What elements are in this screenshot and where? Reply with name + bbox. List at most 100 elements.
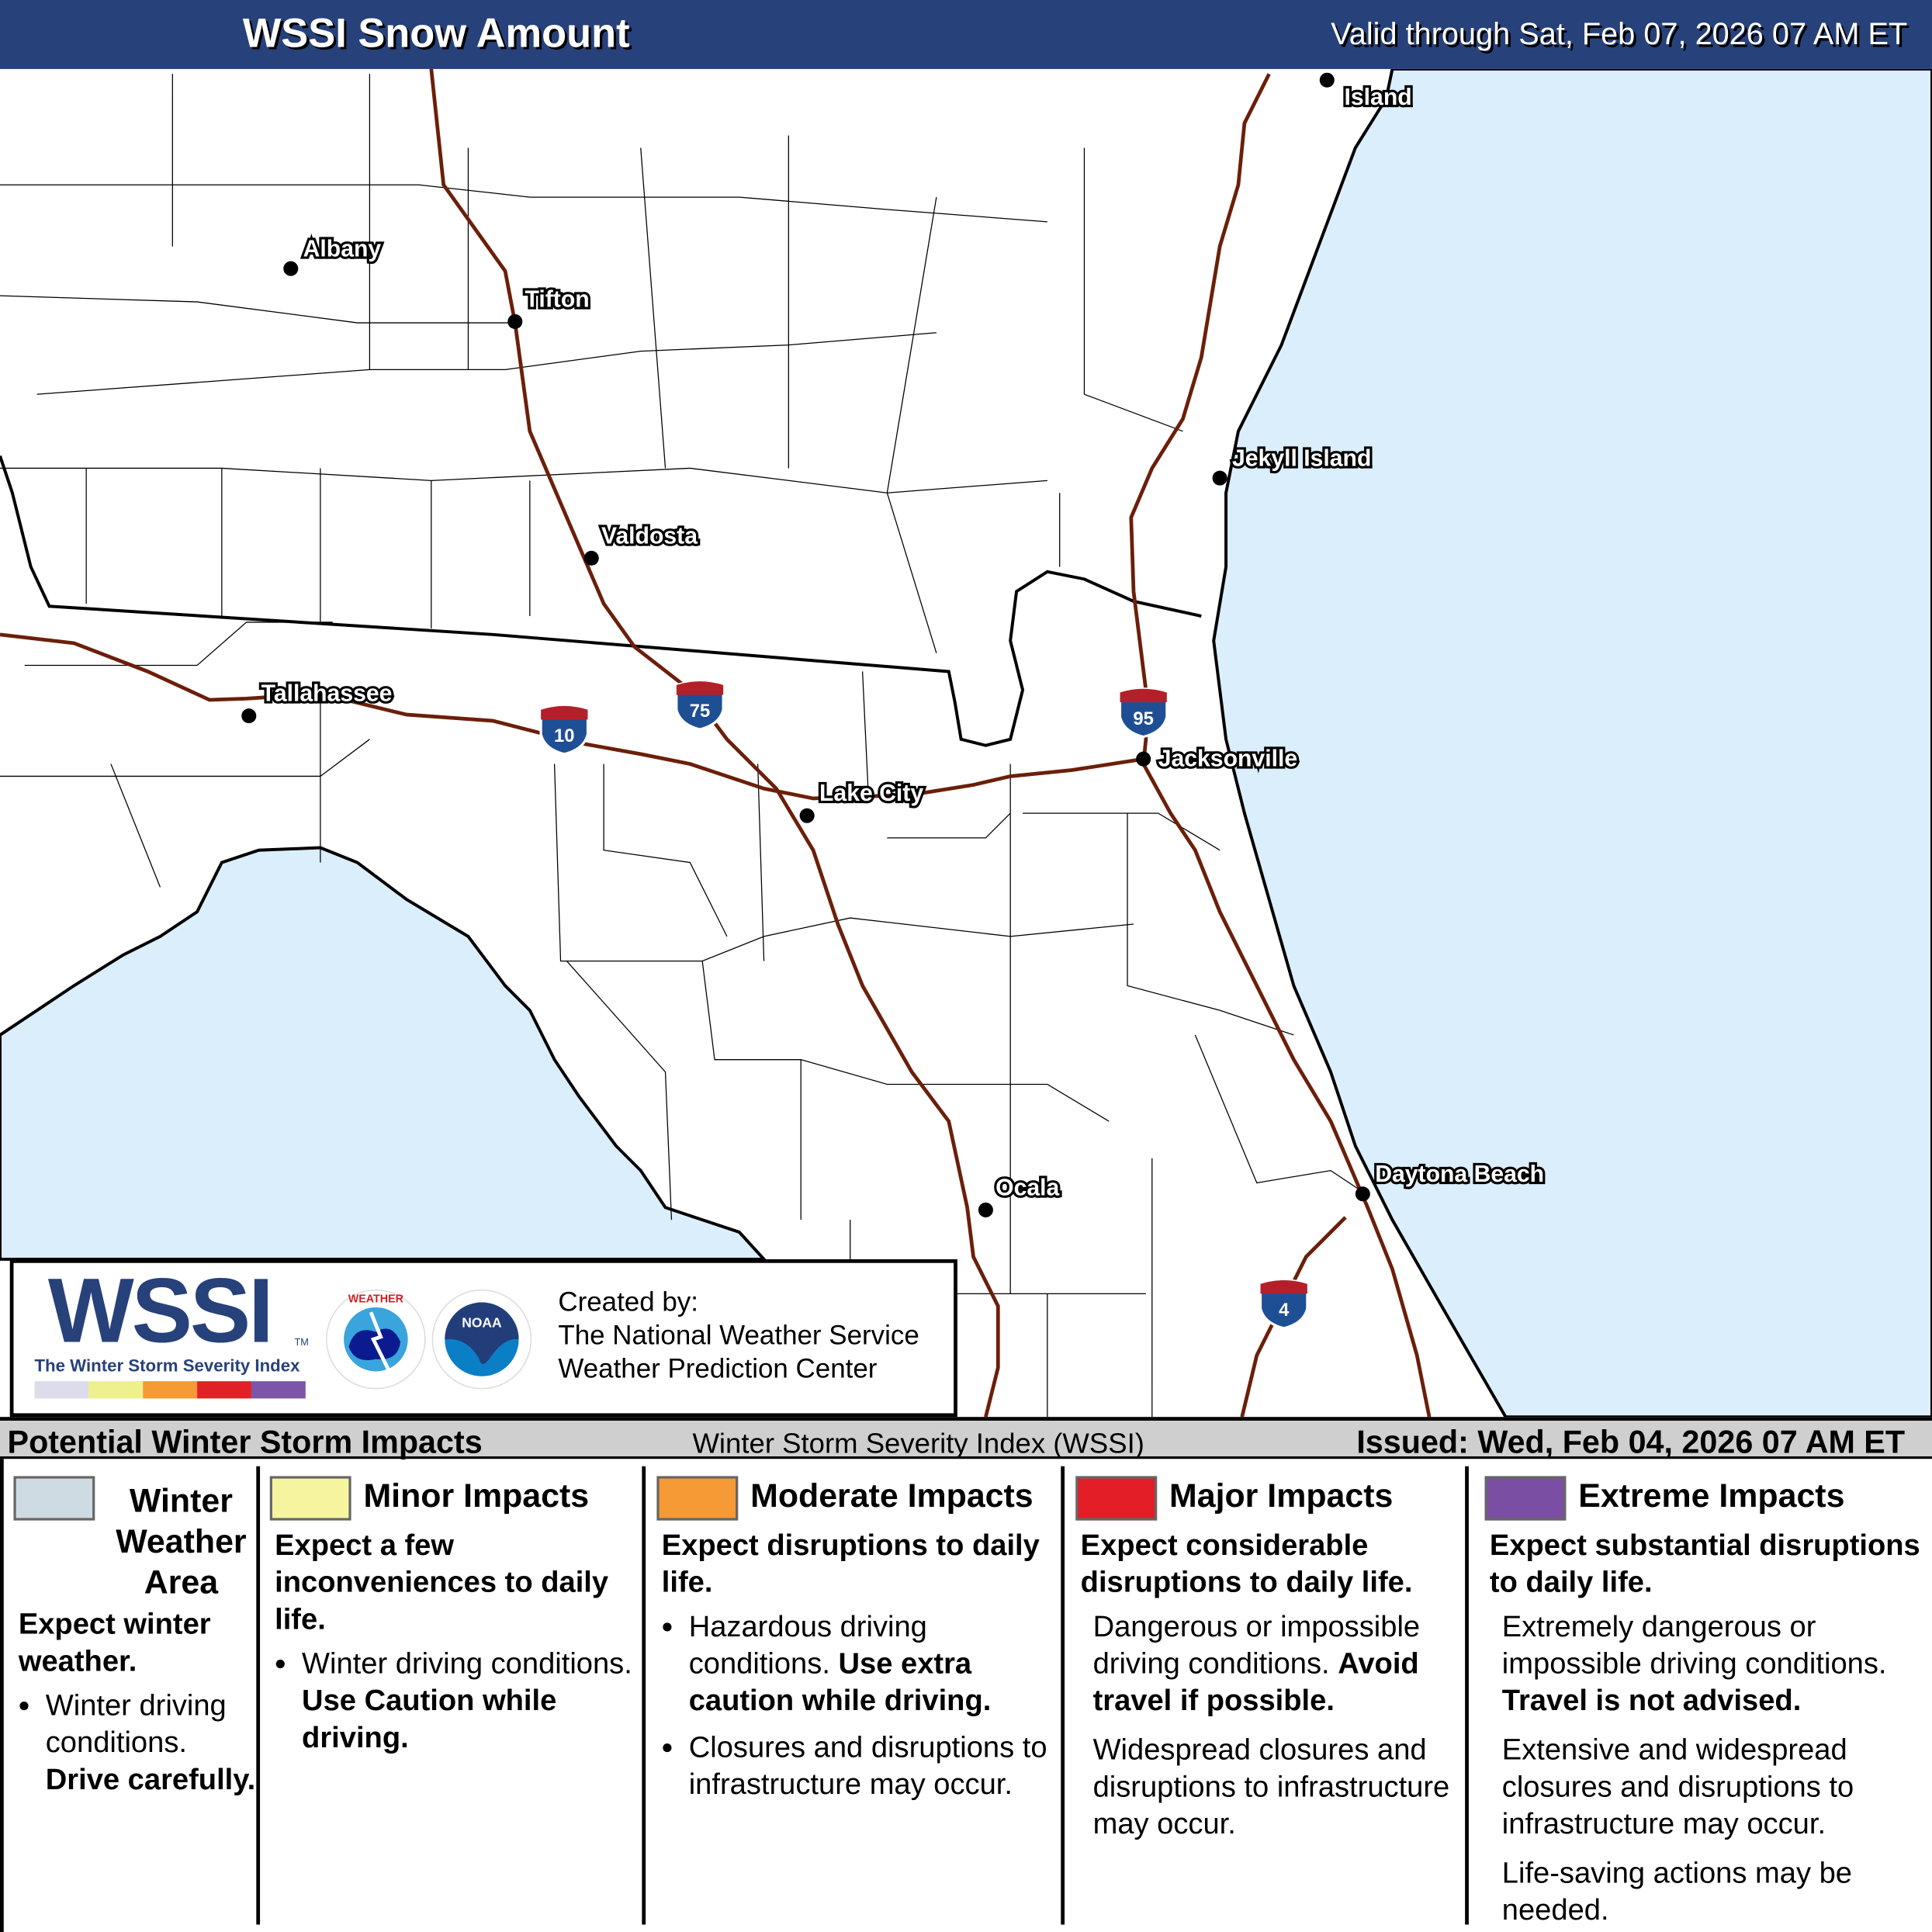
nws-logo: WEATHER bbox=[326, 1289, 426, 1390]
city-label: Tifton bbox=[525, 286, 589, 312]
city-marker: Lake City bbox=[799, 778, 926, 823]
interstate-shield-75: 75 bbox=[675, 680, 725, 731]
impact-legend: Winter Weather Area Expect winter weather… bbox=[0, 1459, 1932, 1932]
georgia-florida-state-line bbox=[0, 455, 1202, 747]
impact-bullet: Closures and disruptions to infrastructu… bbox=[689, 1730, 1062, 1804]
legend-winter-weather-area: Winter Weather Area Expect winter weather… bbox=[13, 1466, 260, 1925]
impact-title: Moderate Impacts bbox=[750, 1477, 1034, 1515]
city-label: Valdosta bbox=[601, 523, 698, 549]
svg-text:WEATHER: WEATHER bbox=[348, 1293, 404, 1306]
shield-number: 10 bbox=[554, 725, 575, 746]
column-divider bbox=[256, 1466, 261, 1925]
impact-detail: Dangerous or impossible driving conditio… bbox=[1092, 1610, 1421, 1718]
shield-number: 75 bbox=[690, 701, 710, 722]
city-label: Daytona Beach bbox=[1375, 1162, 1544, 1187]
city-dot bbox=[1319, 72, 1335, 88]
city-marker: Island bbox=[1319, 72, 1414, 113]
creator-nws: The National Weather Service bbox=[558, 1319, 919, 1351]
city-dot bbox=[1212, 470, 1227, 486]
svg-text:NOAA: NOAA bbox=[462, 1314, 502, 1330]
wssi-subtitle: The Winter Storm Severity Index bbox=[34, 1355, 300, 1376]
shield-number: 95 bbox=[1133, 708, 1154, 729]
interstate-75 bbox=[429, 68, 1000, 1418]
county-lines bbox=[0, 74, 1369, 1418]
legend-major-impacts: Major Impacts Expect considerable disrupt… bbox=[1075, 1466, 1463, 1925]
interstate-shield-95: 95 bbox=[1118, 687, 1169, 739]
issued-time: Issued: Wed, Feb 04, 2026 07 AM ET bbox=[1356, 1423, 1906, 1460]
severity-swatch bbox=[34, 1381, 89, 1399]
color-swatch bbox=[1484, 1476, 1567, 1521]
city-label: Jacksonville bbox=[1158, 746, 1297, 772]
city-label: Ocala bbox=[995, 1175, 1059, 1200]
city-marker: Ocala bbox=[978, 1172, 1062, 1217]
severity-swatch bbox=[88, 1381, 144, 1399]
city-dot bbox=[583, 550, 599, 566]
impact-detail: Widespread closures and disruptions to i… bbox=[1092, 1733, 1450, 1841]
city-dot bbox=[978, 1202, 993, 1217]
impact-bullet: Winter driving conditions. Drive careful… bbox=[46, 1688, 265, 1799]
city-marker: Jekyll Island bbox=[1212, 443, 1374, 486]
impact-title: Minor Impacts bbox=[363, 1477, 590, 1515]
color-swatch bbox=[656, 1476, 739, 1521]
severity-swatch bbox=[197, 1381, 251, 1399]
creator-wpc: Weather Prediction Center bbox=[558, 1352, 878, 1384]
impact-expectation: Expect considerable disruptions to daily… bbox=[1080, 1529, 1413, 1600]
wssi-logo: WSSI bbox=[47, 1259, 274, 1362]
trademark: TM bbox=[294, 1336, 309, 1349]
impact-detail: Life-saving actions may be needed. bbox=[1501, 1857, 1853, 1927]
impact-bullet: Winter driving conditions. Use Caution w… bbox=[302, 1646, 644, 1757]
city-marker: Tallahassee bbox=[241, 678, 395, 724]
city-dot bbox=[507, 313, 523, 329]
city-marker: Valdosta bbox=[583, 521, 700, 566]
city-marker: Daytona Beach bbox=[1355, 1159, 1546, 1202]
color-swatch bbox=[1075, 1476, 1158, 1521]
city-label: Island bbox=[1345, 85, 1412, 110]
city-dot bbox=[1355, 1186, 1370, 1202]
map-title: WSSI Snow Amount bbox=[242, 9, 630, 56]
city-dot bbox=[799, 808, 815, 823]
legend-extreme-impacts: Extreme Impacts Expect substantial disrup… bbox=[1484, 1466, 1929, 1927]
legend-moderate-impacts: Moderate Impacts Expect disruptions to da… bbox=[656, 1466, 1057, 1925]
impact-detail: Extremely dangerous or impossible drivin… bbox=[1501, 1610, 1887, 1718]
impact-expectation: Expect disruptions to daily life. bbox=[661, 1529, 1040, 1600]
city-marker: Jacksonville bbox=[1136, 744, 1300, 774]
info-bar: Potential Winter Storm Impacts Winter St… bbox=[0, 1417, 1932, 1460]
impact-expectation: Expect winter weather. bbox=[18, 1608, 211, 1678]
impact-title: Extreme Impacts bbox=[1578, 1477, 1845, 1515]
header: WSSI Snow Amount Valid through Sat, Feb … bbox=[0, 0, 1932, 69]
city-label: Jekyll Island bbox=[1232, 445, 1371, 471]
map: 10 75 95 4 Albany Tifton Valdosta Tallahassee L… bbox=[0, 68, 1932, 1418]
valid-time: Valid through Sat, Feb 07, 2026 07 AM ET bbox=[1331, 17, 1908, 52]
city-dot bbox=[283, 261, 299, 276]
interstate-10 bbox=[0, 632, 1144, 801]
interstate-shield-4: 4 bbox=[1259, 1279, 1309, 1330]
created-by-label: Created by: bbox=[558, 1286, 698, 1317]
city-marker: Albany bbox=[283, 234, 384, 276]
interstate-shield-10: 10 bbox=[539, 705, 590, 756]
city-dot bbox=[1136, 751, 1151, 767]
impact-title: Major Impacts bbox=[1169, 1477, 1394, 1515]
severity-color-bar bbox=[34, 1381, 306, 1399]
impact-detail: Extensive and widespread closures and di… bbox=[1501, 1733, 1854, 1841]
impact-title: Winter Weather Area bbox=[116, 1482, 247, 1601]
severity-swatch bbox=[251, 1381, 306, 1399]
noaa-logo: NOAA bbox=[431, 1289, 532, 1390]
legend-minor-impacts: Minor Impacts Expect a few inconveniences… bbox=[269, 1466, 639, 1925]
column-divider bbox=[1061, 1466, 1065, 1925]
color-swatch bbox=[13, 1476, 95, 1521]
severity-swatch bbox=[143, 1381, 198, 1399]
index-name: Winter Storm Severity Index (WSSI) bbox=[692, 1426, 1144, 1459]
city-marker: Tifton bbox=[507, 284, 592, 329]
city-label: Lake City bbox=[819, 781, 923, 806]
created-by: Created by: The National Weather Service… bbox=[558, 1285, 919, 1385]
city-dot bbox=[241, 708, 257, 724]
impact-bullet: Hazardous driving conditions. Use extra … bbox=[689, 1609, 1062, 1720]
logo-box: WSSI TM The Winter Storm Severity Index … bbox=[9, 1259, 957, 1418]
gulf-of-mexico bbox=[0, 846, 768, 1261]
atlantic-ocean bbox=[1212, 68, 1932, 1418]
city-label: Albany bbox=[303, 236, 382, 261]
impact-expectation: Expect substantial disruptions to daily … bbox=[1489, 1529, 1920, 1600]
color-swatch bbox=[269, 1476, 351, 1521]
city-label: Tallahassee bbox=[261, 681, 393, 707]
